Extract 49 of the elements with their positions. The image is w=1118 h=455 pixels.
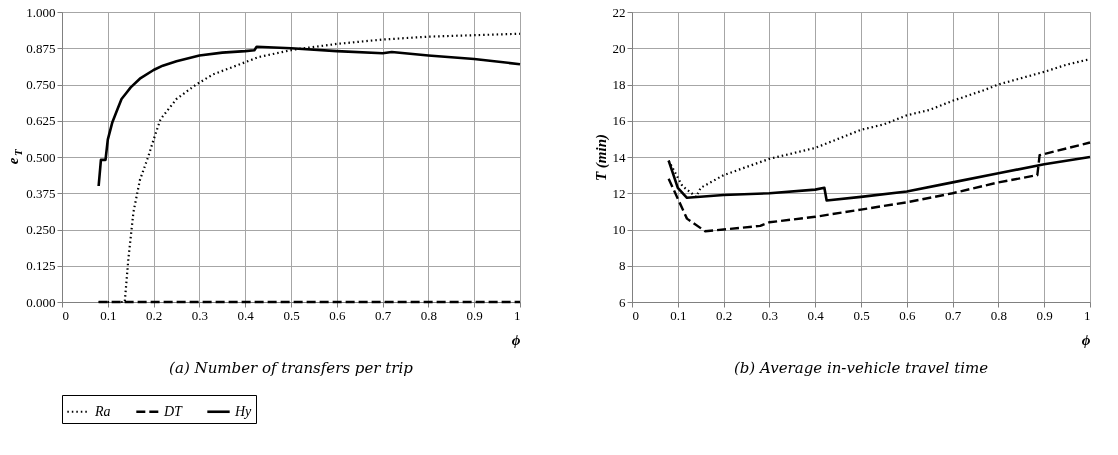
y-tick-label: 0.500 <box>26 149 56 165</box>
x-tick-label: 0.9 <box>1036 307 1053 323</box>
x-tick-label: 0.7 <box>374 307 392 323</box>
y-tick-label: 0.625 <box>26 113 56 129</box>
y-tick-label: 0.875 <box>26 40 56 56</box>
y-tick-label: 10 <box>612 222 626 237</box>
y-tick-label: 14 <box>612 149 626 165</box>
x-tick-label: 0.3 <box>191 307 209 323</box>
x-tick-label: 0.6 <box>899 307 916 323</box>
y-tick-label: 8 <box>619 258 626 274</box>
x-tick-label: 1 <box>1084 307 1091 323</box>
y-tick-label: 20 <box>612 40 626 56</box>
x-tick-label: 0.5 <box>283 307 300 323</box>
text: (b) Average in-vehicle travel time <box>733 359 989 377</box>
x-tick-label: 0.4 <box>237 307 255 323</box>
y-tick-label: 16 <box>612 113 626 129</box>
x-tick-label: 0 <box>632 307 639 323</box>
y-tick-label: 6 <box>619 294 626 310</box>
text: (a) Number of transfers per trip <box>169 359 414 377</box>
x-tick-label: 0.6 <box>329 307 346 323</box>
y-tick-label: 0.125 <box>26 258 56 274</box>
x-tick-label: 0.8 <box>420 307 438 323</box>
x-tick-label: 0.1 <box>670 307 687 323</box>
legend-label: Ra <box>94 403 111 419</box>
x-tick-label: 0 <box>62 307 69 323</box>
y-tick-label: 1.000 <box>26 4 56 20</box>
x-tick-label: 0.8 <box>990 307 1008 323</box>
y-axis-title: T (min) <box>592 133 610 182</box>
x-tick-label: 0.2 <box>715 307 733 323</box>
legend-label: DT <box>163 403 184 419</box>
x-axis-title: ϕ <box>511 331 521 348</box>
y-tick-label: 22 <box>612 4 626 20</box>
x-axis-title: ϕ <box>1081 331 1091 348</box>
x-tick-label: 0.5 <box>853 307 870 323</box>
y-axis-title: eT <box>5 147 24 165</box>
x-tick-label: 0.9 <box>466 307 483 323</box>
y-tick-label: 0.750 <box>26 77 56 92</box>
x-tick-label: 0.3 <box>761 307 779 323</box>
y-tick-label: 0.250 <box>26 222 56 237</box>
legend-label: Hy <box>234 403 253 419</box>
y-tick-label: 0.375 <box>26 185 56 201</box>
x-tick-label: 0.1 <box>100 307 117 323</box>
x-tick-label: 0.7 <box>944 307 962 323</box>
y-tick-label: 12 <box>612 185 626 201</box>
x-tick-label: 0.4 <box>807 307 825 323</box>
y-tick-label: 0.000 <box>26 294 56 310</box>
y-tick-label: 18 <box>612 77 626 92</box>
x-tick-label: 1 <box>514 307 521 323</box>
x-tick-label: 0.2 <box>145 307 163 323</box>
